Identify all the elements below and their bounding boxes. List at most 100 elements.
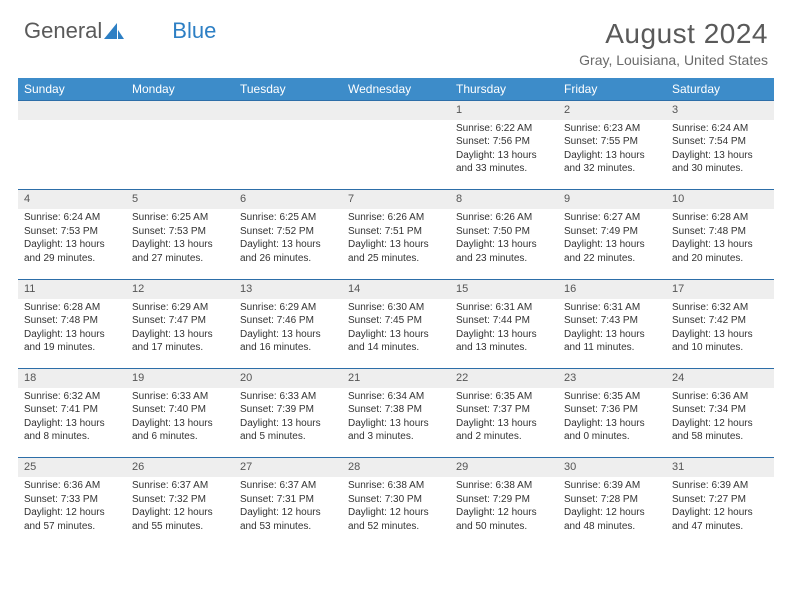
day-cell: Sunrise: 6:29 AMSunset: 7:46 PMDaylight:… xyxy=(234,299,342,369)
daylight-text: and 48 minutes. xyxy=(564,520,660,534)
daylight-text: Daylight: 13 hours xyxy=(348,417,444,431)
day-cell: Sunrise: 6:35 AMSunset: 7:37 PMDaylight:… xyxy=(450,388,558,458)
sail-icon xyxy=(104,22,124,40)
sunset-text: Sunset: 7:44 PM xyxy=(456,314,552,328)
daylight-text: and 2 minutes. xyxy=(456,430,552,444)
sunrise-text: Sunrise: 6:22 AM xyxy=(456,122,552,136)
weekday-header: Wednesday xyxy=(342,78,450,101)
day-number: 13 xyxy=(234,279,342,298)
sunrise-text: Sunrise: 6:31 AM xyxy=(564,301,660,315)
sunrise-text: Sunrise: 6:29 AM xyxy=(132,301,228,315)
calendar-table: Sunday Monday Tuesday Wednesday Thursday… xyxy=(18,78,774,547)
sunset-text: Sunset: 7:34 PM xyxy=(672,403,768,417)
daylight-text: and 52 minutes. xyxy=(348,520,444,534)
sunrise-text: Sunrise: 6:26 AM xyxy=(348,211,444,225)
daylight-text: Daylight: 12 hours xyxy=(564,506,660,520)
day-cell: Sunrise: 6:24 AMSunset: 7:53 PMDaylight:… xyxy=(18,209,126,279)
day-number: 2 xyxy=(558,101,666,120)
daylight-text: Daylight: 13 hours xyxy=(456,238,552,252)
weekday-header: Tuesday xyxy=(234,78,342,101)
sunset-text: Sunset: 7:38 PM xyxy=(348,403,444,417)
weekday-header: Sunday xyxy=(18,78,126,101)
sunset-text: Sunset: 7:37 PM xyxy=(456,403,552,417)
day-number-row: 11121314151617 xyxy=(18,279,774,298)
day-cell: Sunrise: 6:36 AMSunset: 7:33 PMDaylight:… xyxy=(18,477,126,547)
day-cell: Sunrise: 6:37 AMSunset: 7:32 PMDaylight:… xyxy=(126,477,234,547)
weekday-header: Saturday xyxy=(666,78,774,101)
brand-word2: Blue xyxy=(172,18,216,44)
daylight-text: and 8 minutes. xyxy=(24,430,120,444)
day-number: 25 xyxy=(18,458,126,477)
daylight-text: Daylight: 12 hours xyxy=(240,506,336,520)
day-cell: Sunrise: 6:26 AMSunset: 7:51 PMDaylight:… xyxy=(342,209,450,279)
daylight-text: Daylight: 12 hours xyxy=(672,506,768,520)
day-cell xyxy=(18,120,126,190)
weekday-header-row: Sunday Monday Tuesday Wednesday Thursday… xyxy=(18,78,774,101)
sunrise-text: Sunrise: 6:36 AM xyxy=(672,390,768,404)
day-content-row: Sunrise: 6:28 AMSunset: 7:48 PMDaylight:… xyxy=(18,299,774,369)
daylight-text: Daylight: 13 hours xyxy=(24,238,120,252)
day-number xyxy=(342,101,450,120)
sunset-text: Sunset: 7:33 PM xyxy=(24,493,120,507)
day-number: 21 xyxy=(342,369,450,388)
day-number xyxy=(234,101,342,120)
sunrise-text: Sunrise: 6:32 AM xyxy=(24,390,120,404)
day-number: 12 xyxy=(126,279,234,298)
daylight-text: and 3 minutes. xyxy=(348,430,444,444)
day-number xyxy=(18,101,126,120)
day-number-row: 45678910 xyxy=(18,190,774,209)
sunset-text: Sunset: 7:47 PM xyxy=(132,314,228,328)
sunrise-text: Sunrise: 6:23 AM xyxy=(564,122,660,136)
brand-logo: General Blue xyxy=(24,18,216,44)
daylight-text: Daylight: 13 hours xyxy=(240,238,336,252)
daylight-text: Daylight: 13 hours xyxy=(132,417,228,431)
daylight-text: Daylight: 13 hours xyxy=(132,238,228,252)
day-cell: Sunrise: 6:39 AMSunset: 7:28 PMDaylight:… xyxy=(558,477,666,547)
sunset-text: Sunset: 7:54 PM xyxy=(672,135,768,149)
daylight-text: and 55 minutes. xyxy=(132,520,228,534)
daylight-text: and 27 minutes. xyxy=(132,252,228,266)
daylight-text: and 19 minutes. xyxy=(24,341,120,355)
day-number: 30 xyxy=(558,458,666,477)
day-content-row: Sunrise: 6:22 AMSunset: 7:56 PM Daylight:… xyxy=(18,120,774,190)
sunrise-text: Sunrise: 6:25 AM xyxy=(132,211,228,225)
sunrise-text: Sunrise: 6:31 AM xyxy=(456,301,552,315)
day-number: 22 xyxy=(450,369,558,388)
sunrise-text: Sunrise: 6:29 AM xyxy=(240,301,336,315)
sunset-text: Sunset: 7:56 PM xyxy=(456,135,552,149)
sunset-text: Sunset: 7:27 PM xyxy=(672,493,768,507)
sunrise-text: Sunrise: 6:33 AM xyxy=(240,390,336,404)
day-number: 18 xyxy=(18,369,126,388)
daylight-text: Daylight: 13 hours xyxy=(348,328,444,342)
day-number: 14 xyxy=(342,279,450,298)
daylight-text: Daylight: 13 hours xyxy=(564,149,660,163)
day-number: 15 xyxy=(450,279,558,298)
sunrise-text: Sunrise: 6:35 AM xyxy=(564,390,660,404)
daylight-text: Daylight: 12 hours xyxy=(456,506,552,520)
weekday-header: Thursday xyxy=(450,78,558,101)
daylight-text: and 17 minutes. xyxy=(132,341,228,355)
daylight-text: Daylight: 12 hours xyxy=(24,506,120,520)
sunrise-text: Sunrise: 6:39 AM xyxy=(672,479,768,493)
day-number: 1 xyxy=(450,101,558,120)
day-content-row: Sunrise: 6:32 AMSunset: 7:41 PM Daylight:… xyxy=(18,388,774,458)
daylight-text: Daylight: 13 hours xyxy=(564,417,660,431)
daylight-text: and 33 minutes. xyxy=(456,162,552,176)
sunset-text: Sunset: 7:30 PM xyxy=(348,493,444,507)
daylight-text: Daylight: 12 hours xyxy=(348,506,444,520)
day-number: 3 xyxy=(666,101,774,120)
page-header: General Blue August 2024 Gray, Louisiana… xyxy=(0,0,792,68)
sunset-text: Sunset: 7:36 PM xyxy=(564,403,660,417)
day-cell xyxy=(126,120,234,190)
day-number: 10 xyxy=(666,190,774,209)
daylight-text: and 10 minutes. xyxy=(672,341,768,355)
day-content-row: Sunrise: 6:24 AMSunset: 7:53 PMDaylight:… xyxy=(18,209,774,279)
day-cell: Sunrise: 6:32 AMSunset: 7:42 PMDaylight:… xyxy=(666,299,774,369)
daylight-text: and 57 minutes. xyxy=(24,520,120,534)
daylight-text: and 58 minutes. xyxy=(672,430,768,444)
sunset-text: Sunset: 7:41 PM xyxy=(24,403,120,417)
daylight-text: and 20 minutes. xyxy=(672,252,768,266)
daylight-text: Daylight: 13 hours xyxy=(564,238,660,252)
day-cell xyxy=(342,120,450,190)
sunrise-text: Sunrise: 6:28 AM xyxy=(24,301,120,315)
